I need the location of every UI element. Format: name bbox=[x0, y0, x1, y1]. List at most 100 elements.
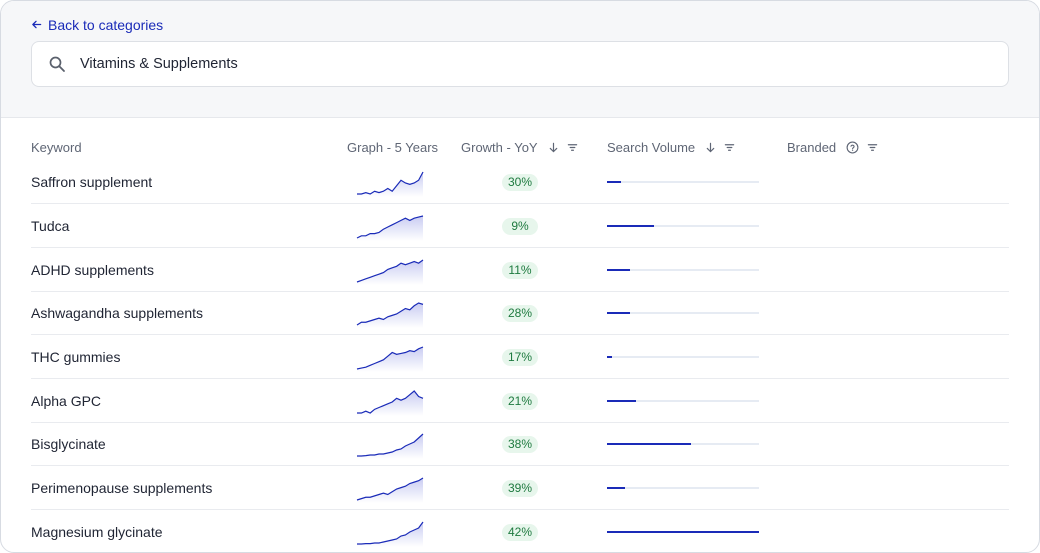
table-row[interactable]: THC gummies 17% bbox=[31, 335, 1009, 379]
sparkline-line bbox=[357, 433, 424, 457]
sort-down-icon[interactable] bbox=[705, 142, 716, 153]
search-volume-bar bbox=[607, 268, 759, 271]
back-link-label: Back to categories bbox=[48, 17, 164, 33]
column-header-branded-label: Branded bbox=[787, 139, 837, 155]
growth-badge: 42% bbox=[502, 524, 539, 541]
trend-sparkline bbox=[357, 521, 424, 547]
search-volume-bar bbox=[607, 224, 759, 227]
trend-sparkline bbox=[356, 302, 424, 328]
search-volume-bar bbox=[607, 311, 759, 314]
table-row[interactable]: Magnesium glycinate 42% bbox=[31, 510, 1009, 552]
trend-sparkline bbox=[357, 171, 424, 197]
sort-down-icon[interactable] bbox=[548, 142, 559, 153]
sparkline-area bbox=[357, 347, 423, 372]
search-volume-bar bbox=[607, 399, 759, 402]
table-row[interactable]: Alpha GPC 21% bbox=[31, 379, 1009, 423]
growth-badge: 39% bbox=[502, 480, 539, 497]
row-divider bbox=[31, 465, 1009, 466]
sparkline-area bbox=[357, 478, 423, 503]
keyword-cell[interactable]: Alpha GPC bbox=[31, 393, 102, 409]
column-header-growth[interactable]: Growth - YoY bbox=[461, 139, 578, 155]
trend-sparkline bbox=[356, 477, 424, 503]
growth-badge: 30% bbox=[502, 174, 539, 191]
growth-badge: 17% bbox=[502, 349, 539, 366]
row-divider bbox=[31, 509, 1009, 510]
keyword-cell[interactable]: Magnesium glycinate bbox=[31, 524, 163, 540]
row-divider bbox=[31, 291, 1009, 292]
help-icon[interactable] bbox=[846, 141, 859, 154]
column-header-volume-label: Search Volume bbox=[607, 139, 696, 155]
keyword-cell[interactable]: Bisglycinate bbox=[31, 436, 106, 452]
trend-sparkline bbox=[357, 433, 424, 459]
sparkline-area bbox=[357, 434, 423, 459]
growth-badge: 38% bbox=[502, 436, 539, 453]
row-divider bbox=[31, 334, 1009, 335]
search-volume-fill bbox=[607, 180, 621, 183]
sparkline-line bbox=[356, 259, 424, 283]
table-row[interactable]: Bisglycinate 38% bbox=[31, 422, 1009, 466]
column-header-volume[interactable]: Search Volume bbox=[607, 139, 735, 155]
search-volume-bar bbox=[607, 180, 759, 183]
column-header-branded[interactable]: Branded bbox=[787, 139, 878, 155]
growth-badge: 28% bbox=[502, 305, 539, 322]
keyword-cell[interactable]: Saffron supplement bbox=[31, 174, 153, 190]
column-header-graph-label: Graph - 5 Years bbox=[347, 139, 439, 155]
search-volume-fill bbox=[607, 224, 655, 227]
growth-badge: 9% bbox=[502, 218, 538, 235]
growth-badge: 21% bbox=[502, 393, 539, 410]
column-header-keyword-label: Keyword bbox=[31, 139, 82, 155]
sparkline-area bbox=[357, 172, 423, 197]
search-volume-fill bbox=[607, 311, 630, 314]
search-input[interactable] bbox=[78, 55, 942, 73]
row-divider bbox=[31, 378, 1009, 379]
trend-sparkline bbox=[356, 215, 424, 241]
search-volume-fill bbox=[607, 530, 759, 533]
category-search-field[interactable] bbox=[31, 41, 1009, 87]
row-divider bbox=[31, 247, 1009, 248]
column-header-growth-label: Growth - YoY bbox=[461, 139, 538, 155]
search-volume-fill bbox=[607, 486, 626, 489]
search-volume-fill bbox=[607, 399, 636, 402]
filter-icon[interactable] bbox=[867, 142, 878, 153]
header-panel: Back to categories bbox=[1, 1, 1039, 118]
sparkline-line bbox=[357, 390, 424, 414]
search-volume-fill bbox=[607, 355, 612, 358]
search-icon bbox=[48, 55, 66, 73]
trend-sparkline bbox=[356, 346, 424, 372]
sparkline-line bbox=[356, 215, 424, 239]
sparkline-line bbox=[357, 171, 424, 195]
arrow-left-icon bbox=[31, 17, 42, 33]
table-row[interactable]: Tudca 9% bbox=[31, 204, 1009, 248]
sparkline-line bbox=[356, 302, 424, 326]
keyword-cell[interactable]: Tudca bbox=[31, 218, 70, 234]
search-volume-bar bbox=[607, 355, 759, 358]
search-volume-fill bbox=[607, 442, 691, 445]
table-row[interactable]: Saffron supplement 30% bbox=[31, 160, 1009, 204]
table-row[interactable]: ADHD supplements 11% bbox=[31, 248, 1009, 292]
filter-icon[interactable] bbox=[724, 142, 735, 153]
sparkline-line bbox=[356, 346, 424, 370]
row-divider bbox=[31, 203, 1009, 204]
sparkline-line bbox=[357, 521, 424, 545]
trend-sparkline bbox=[357, 390, 424, 416]
growth-badge: 11% bbox=[502, 262, 538, 279]
filter-icon[interactable] bbox=[567, 142, 578, 153]
sparkline-line bbox=[356, 477, 424, 501]
back-to-categories-link[interactable]: Back to categories bbox=[31, 16, 163, 34]
search-volume-bar bbox=[607, 486, 759, 489]
search-volume-bar bbox=[607, 442, 759, 445]
sparkline-area bbox=[357, 522, 423, 547]
search-volume-bar bbox=[607, 530, 759, 533]
keyword-cell[interactable]: THC gummies bbox=[31, 349, 121, 365]
sparkline-area bbox=[357, 216, 423, 241]
column-header-graph: Graph - 5 Years bbox=[347, 139, 438, 155]
keyword-cell[interactable]: ADHD supplements bbox=[31, 262, 154, 278]
search-volume-fill bbox=[607, 268, 630, 271]
column-header-keyword[interactable]: Keyword bbox=[31, 139, 82, 155]
table-row[interactable]: Perimenopause supplements 39% bbox=[31, 466, 1009, 510]
sparkline-area bbox=[357, 260, 423, 285]
keyword-cell[interactable]: Perimenopause supplements bbox=[31, 480, 213, 496]
keyword-cell[interactable]: Ashwagandha supplements bbox=[31, 305, 204, 321]
table-row[interactable]: Ashwagandha supplements 28% bbox=[31, 291, 1009, 335]
